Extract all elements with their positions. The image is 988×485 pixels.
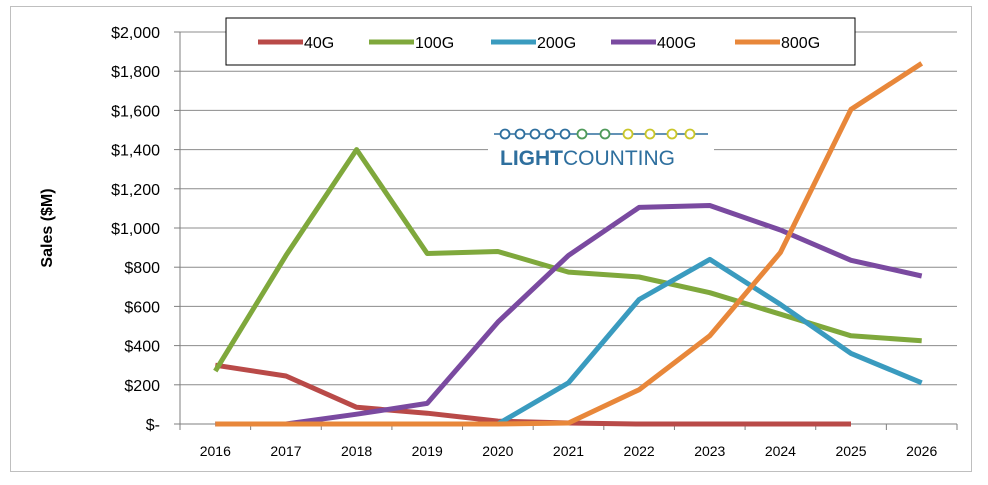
y-tick-label: $1,600 (111, 103, 160, 120)
logo-dot (544, 128, 556, 140)
x-tick-label: 2021 (553, 443, 584, 459)
logo-dot (576, 128, 588, 140)
x-tick-label: 2018 (341, 443, 372, 459)
x-tick-label: 2020 (482, 443, 513, 459)
x-tick-label: 2024 (765, 443, 796, 459)
x-axis-ticks: 2016 2017 2018 2019 2020 2021 2022 2023 2024 2025… (179, 424, 958, 459)
logo-dot (666, 128, 678, 140)
logo-dot (622, 128, 634, 140)
legend: 40G 100G 200G 400G 800G (225, 17, 856, 66)
x-tick-label: 2019 (412, 443, 443, 459)
x-tick-label: 2017 (270, 443, 301, 459)
logo-dots-icon (494, 128, 708, 140)
y-tick-label: $200 (124, 378, 160, 395)
legend-label-100g: 100G (415, 35, 454, 52)
y-tick-label: $1,400 (111, 143, 160, 160)
x-tick-label: 2023 (694, 443, 725, 459)
logo-text-light: LIGHT (500, 147, 563, 170)
x-tick-label: 2025 (835, 443, 866, 459)
logo-dot (684, 128, 696, 140)
y-tick-label: $2,000 (111, 25, 160, 42)
y-tick-label: $1,800 (111, 64, 160, 81)
logo-dot (499, 128, 511, 140)
svg-text:LIGHTCOUNTING: LIGHTCOUNTING (500, 147, 675, 170)
y-axis-label: Sales ($M) (39, 188, 56, 267)
y-tick-label: $1,200 (111, 182, 160, 199)
legend-label-200g: 200G (537, 35, 576, 52)
series-line-800g (215, 61, 924, 427)
series-lines (213, 61, 924, 427)
series-line-200g (215, 256, 923, 427)
logo-dot (644, 128, 656, 140)
series-line-40g (214, 362, 851, 427)
x-tick-label: 2022 (624, 443, 655, 459)
y-tick-label: $400 (124, 339, 160, 356)
y-tick-label: $1,000 (111, 221, 160, 238)
series-line-400g (215, 203, 923, 427)
logo-dot (559, 128, 571, 140)
x-tick-label: 2026 (906, 443, 937, 459)
y-tick-label: $800 (124, 260, 160, 277)
logo-dot (514, 128, 526, 140)
chart-frame (10, 6, 972, 472)
logo-dot (529, 128, 541, 140)
y-tick-label: $600 (124, 299, 160, 316)
logo-text-counting: COUNTING (563, 147, 675, 170)
x-tick-label: 2016 (200, 443, 231, 459)
y-axis-ticks: $- $200 $400 $600 $800 $1,000 $1,200 $1,400 $1,6… (111, 25, 180, 434)
legend-label-400g: 400G (657, 35, 696, 52)
logo-dot (599, 128, 611, 140)
legend-label-800g: 800G (781, 35, 820, 52)
legend-label-40g: 40G (304, 35, 334, 52)
y-tick-label: $- (146, 417, 160, 434)
lightcounting-logo: LIGHTCOUNTING (488, 126, 714, 172)
